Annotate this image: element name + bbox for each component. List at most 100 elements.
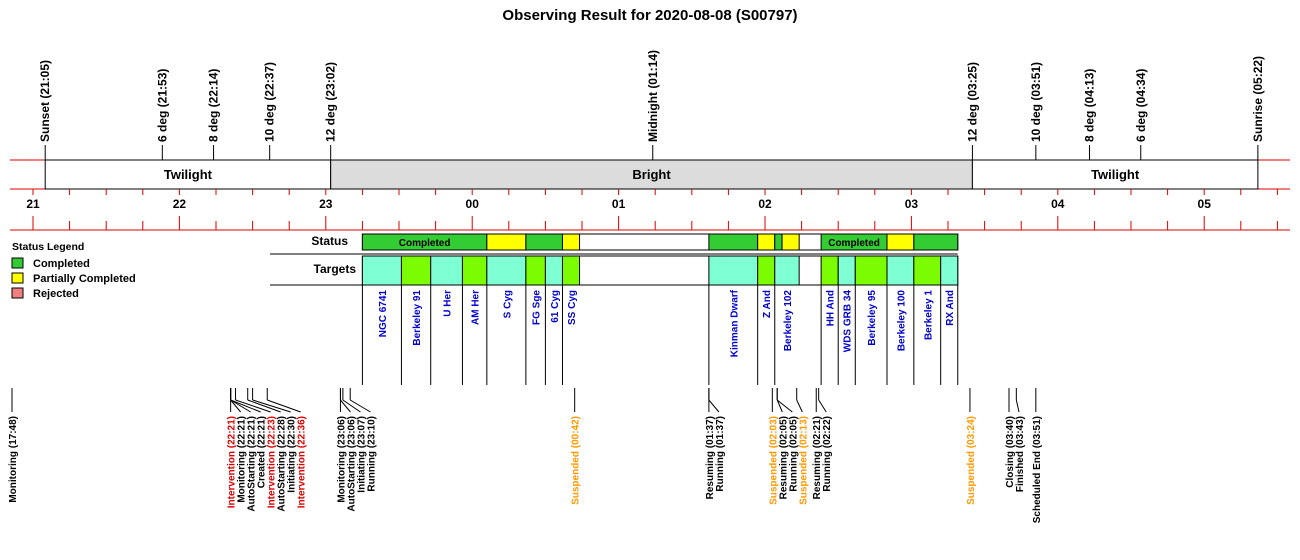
- event-leader-21: [818, 399, 827, 413]
- target-name-berkeley-100: Berkeley 100: [896, 290, 907, 352]
- target-block-fg-sge[interactable]: [525, 255, 546, 286]
- event-leader-7: [252, 399, 291, 413]
- marker-label-midnight-01-14: Midnight (01:14): [646, 50, 660, 142]
- band-bright-1: [330, 159, 973, 190]
- event-label-autostarting-22-21: AutoStarting (22:21): [247, 416, 258, 512]
- target-name-u-her: U Her: [443, 290, 454, 317]
- legend-swatch-rejected: [11, 287, 24, 299]
- band-label-0: Twilight: [164, 167, 213, 182]
- event-label-running-23-10: Running (23:10): [366, 416, 377, 492]
- band-label-1: Bright: [632, 167, 671, 182]
- target-name-berkeley-91: Berkeley 91: [412, 290, 423, 346]
- target-block-ngc-6741[interactable]: [361, 255, 402, 286]
- event-label-closing-03-40: Closing (03:40): [1005, 416, 1016, 488]
- status-block-1: [486, 233, 527, 251]
- event-label-intervention-22-21: Intervention (22:21): [227, 416, 238, 508]
- event-label-suspended-03-24: Suspended (03:24): [966, 416, 977, 505]
- event-label-created-22-21: Created (22:21): [257, 416, 268, 488]
- event-label-monitoring-22-21: Monitoring (22:21): [237, 416, 248, 503]
- page-title: Observing Result for 2020-08-08 (S00797): [502, 7, 797, 24]
- sky-bands: Twilight Bright Twilight: [10, 159, 1290, 190]
- hour-label-04: 04: [1051, 197, 1065, 211]
- hour-label-00: 00: [466, 197, 480, 211]
- event-label-intervention-22-23: Intervention (22:23): [267, 416, 278, 508]
- target-block-hh-and[interactable]: [820, 255, 839, 286]
- event-label-autostarting-22-28: AutoStarting (22:28): [277, 416, 288, 512]
- target-block-z-and[interactable]: [757, 255, 776, 286]
- target-block-wds-grb-34[interactable]: [837, 255, 856, 286]
- target-blocks: NGC 6741 Berkeley 91 U Her AM Her S Cyg FG Sg…: [361, 255, 959, 385]
- event-leader-6: [247, 399, 281, 413]
- target-name-ss-cyg: SS Cyg: [567, 290, 578, 325]
- status-block-label-0: Completed: [399, 238, 451, 249]
- status-block-label-8: Completed: [828, 238, 880, 249]
- event-leader-11: [342, 399, 361, 413]
- event-leader-4: [230, 399, 261, 413]
- event-label-running-02-05: Running (02:05): [788, 416, 799, 492]
- marker-label-10-deg-03-51: 10 deg (03:51): [1029, 62, 1043, 142]
- event-leader-5: [235, 399, 271, 413]
- target-block-berkeley-102[interactable]: [774, 255, 800, 286]
- marker-label-8-deg-22-14: 8 deg (22:14): [207, 69, 221, 142]
- event-leader-8: [267, 399, 301, 413]
- target-name-ngc-6741: NGC 6741: [378, 290, 389, 338]
- target-name-rx-and: RX And: [945, 290, 956, 326]
- event-label-monitoring-17-48: Monitoring (17:48): [8, 416, 19, 503]
- target-block-kinman-dwarf[interactable]: [708, 255, 759, 286]
- target-block-berkeley-100[interactable]: [886, 255, 915, 286]
- target-name-wds-grb-34: WDS GRB 34: [843, 290, 854, 353]
- event-label-monitoring-23-06: Monitoring (23:06): [336, 416, 347, 503]
- target-name-berkeley-1: Berkeley 1: [923, 290, 934, 340]
- hour-label-21: 21: [26, 197, 40, 211]
- event-label-initiating-22-30: Initiating (22:30): [287, 416, 298, 493]
- band-twilight-2: [971, 159, 1259, 190]
- target-name-fg-sge: FG Sge: [532, 290, 543, 325]
- legend-label-partially-completed: Partially Completed: [33, 273, 136, 285]
- status-row-label: Status: [311, 234, 348, 248]
- event-label-running-01-37: Running (01:37): [715, 416, 726, 492]
- target-name-am-her: AM Her: [471, 290, 482, 325]
- event-leader-15: [708, 399, 720, 413]
- hour-label-22: 22: [173, 197, 187, 211]
- target-block-berkeley-95[interactable]: [854, 255, 888, 286]
- status-block-9: [886, 233, 915, 251]
- status-block-5: [757, 233, 776, 251]
- event-leader-3: [230, 399, 251, 413]
- marker-label-12-deg-23-02: 12 deg (23:02): [324, 62, 338, 142]
- marker-label-10-deg-22-37: 10 deg (22:37): [263, 62, 277, 142]
- target-block-berkeley-1[interactable]: [913, 255, 942, 286]
- status-block-2: [525, 233, 563, 251]
- event-label-suspended-00-42: Suspended (00:42): [571, 416, 582, 505]
- marker-label-6-deg-21-53: 6 deg (21:53): [155, 69, 169, 142]
- event-leader-18: [776, 399, 793, 413]
- target-block-ss-cyg[interactable]: [561, 255, 581, 286]
- event-label-finished-03-43: Finished (03:43): [1015, 416, 1026, 492]
- target-block-u-her[interactable]: [430, 255, 463, 286]
- target-block-berkeley-91[interactable]: [400, 255, 432, 286]
- status-block-7: [781, 233, 800, 251]
- status-block-6: [774, 233, 783, 251]
- target-block-rx-and[interactable]: [940, 255, 959, 286]
- legend-swatch-completed: [11, 257, 24, 269]
- event-log: Monitoring (17:48) Intervention (22:21) Mo…: [8, 388, 1043, 523]
- target-block-61-cyg[interactable]: [544, 255, 563, 286]
- event-label-initiating-23-07: Initiating (23:07): [356, 416, 367, 493]
- target-block-s-cyg[interactable]: [486, 255, 527, 286]
- status-block-3: [561, 233, 581, 251]
- marker-label-8-deg-04-13: 8 deg (04:13): [1083, 69, 1097, 142]
- target-block-am-her[interactable]: [461, 255, 488, 286]
- event-leader-2: [230, 399, 242, 413]
- status-block-4: [708, 233, 759, 251]
- status-legend: Status Legend Completed Partially Complete…: [11, 241, 136, 300]
- time-markers: Sunset (21:05) 6 deg (21:53) 8 deg (22:14)…: [38, 50, 1265, 160]
- target-name-s-cyg: S Cyg: [502, 290, 513, 318]
- target-name-hh-and: HH And: [826, 290, 837, 326]
- event-label-autostarting-23-06: AutoStarting (23:06): [346, 416, 357, 512]
- status-blocks: Completed Completed: [361, 233, 959, 251]
- event-label-resuming-02-05: Resuming (02:05): [778, 416, 789, 499]
- legend-label-completed: Completed: [33, 258, 90, 270]
- event-leader-12: [349, 399, 371, 413]
- band-label-2: Twilight: [1091, 167, 1140, 182]
- target-name-berkeley-102: Berkeley 102: [783, 290, 794, 352]
